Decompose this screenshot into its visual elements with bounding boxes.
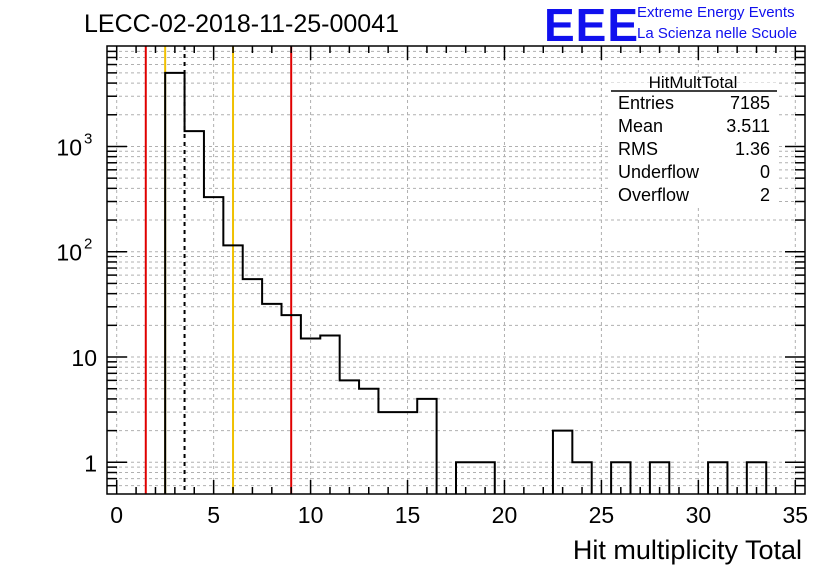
stats-label: Entries [618, 93, 674, 113]
y-tick-label: 10 [56, 240, 82, 266]
eee-tagline-2: La Scienza nelle Scuole [637, 25, 798, 42]
y-tick-label: 10 [71, 345, 97, 371]
y-tick-label: 1 [84, 450, 97, 476]
x-tick-label: 20 [492, 502, 518, 528]
eee-tagline-1: Extreme Energy Events [637, 4, 795, 21]
histogram-outline [164, 71, 768, 494]
grid [107, 46, 805, 494]
reference-lines [144, 46, 293, 494]
plot-frame [106, 45, 806, 495]
stats-value: 2 [760, 185, 770, 205]
x-axis-title: Hit multiplicity Total [573, 535, 802, 565]
y-tick-exponent: 3 [84, 130, 92, 147]
stats-label: Overflow [618, 185, 690, 205]
x-tick-label: 0 [110, 502, 123, 528]
stats-rows: Entries 7185 Mean 3.511 RMS 1.36 Underflow 0 Ove… [618, 93, 770, 205]
x-tick-label: 5 [207, 502, 220, 528]
stats-value: 1.36 [735, 139, 770, 159]
axis-ticks [107, 46, 805, 494]
run-title: LECC-02-2018-11-25-00041 [84, 10, 400, 38]
x-tick-labels: 0 5 10 15 20 25 30 35 [110, 502, 808, 528]
x-tick-label: 10 [298, 502, 324, 528]
y-tick-exponent: 2 [84, 236, 92, 253]
x-tick-label: 15 [395, 502, 421, 528]
x-tick-label: 30 [686, 502, 712, 528]
stats-value: 3.511 [726, 116, 770, 136]
eee-logo: EEE [544, 0, 640, 51]
y-tick-label: 10 [56, 134, 82, 160]
stats-title: HitMultTotal [649, 73, 738, 92]
stats-value: 7185 [730, 93, 770, 113]
stats-label: Mean [618, 116, 663, 136]
x-tick-label: 25 [589, 502, 615, 528]
stats-value: 0 [760, 162, 770, 182]
x-tick-label: 35 [783, 502, 809, 528]
stats-label: Underflow [618, 162, 700, 182]
stats-box: HitMultTotal Entries 7185 Mean 3.511 RMS 1.36… [609, 73, 779, 207]
stats-label: RMS [618, 139, 658, 159]
